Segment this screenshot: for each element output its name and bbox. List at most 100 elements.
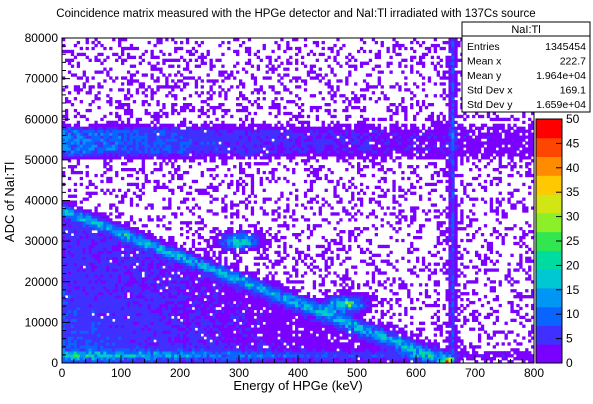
density-cell <box>247 274 252 278</box>
density-cell <box>230 318 234 322</box>
density-cell <box>118 274 122 278</box>
density-cell <box>100 268 104 272</box>
density-cell <box>121 286 125 290</box>
density-cell <box>177 173 181 178</box>
density-cell <box>106 318 110 322</box>
density-cell <box>215 126 219 130</box>
density-cell <box>262 188 266 192</box>
density-cell <box>241 185 246 190</box>
density-cell <box>150 268 154 272</box>
density-cell <box>230 315 234 320</box>
density-cell <box>112 238 116 243</box>
density-cell <box>109 277 113 281</box>
density-cell <box>188 357 193 361</box>
density-cell <box>218 327 222 331</box>
density-cell <box>62 43 66 48</box>
density-cell <box>94 120 98 125</box>
density-cell <box>182 306 187 311</box>
density-cell <box>64 345 69 349</box>
density-cell <box>126 138 131 142</box>
density-cell <box>67 271 72 275</box>
density-cell <box>97 327 101 331</box>
density-cell <box>180 200 184 204</box>
density-cell <box>244 333 249 337</box>
density-cell <box>159 168 163 172</box>
density-cell <box>265 126 269 130</box>
density-cell <box>64 256 69 260</box>
density-cell <box>244 286 249 290</box>
density-cell <box>162 345 166 349</box>
density-cell <box>174 292 178 296</box>
density-cell <box>185 321 190 325</box>
density-cell <box>188 339 193 343</box>
density-cell <box>132 336 137 340</box>
density-cell <box>115 271 119 275</box>
density-cell <box>218 182 222 187</box>
density-cell <box>67 150 72 154</box>
density-cell <box>262 336 266 340</box>
density-cell <box>274 280 278 284</box>
density-cell <box>88 233 92 237</box>
density-cell <box>191 256 196 260</box>
density-cell <box>194 40 199 45</box>
density-cell <box>197 114 201 119</box>
density-cell <box>76 215 81 219</box>
density-cell <box>209 168 213 172</box>
density-cell <box>268 123 272 127</box>
density-cell <box>141 354 145 358</box>
density-cell <box>91 292 95 296</box>
density-cell <box>88 144 92 148</box>
density-cell <box>262 342 266 346</box>
density-cell <box>85 300 89 305</box>
density-cell <box>268 321 272 325</box>
density-cell <box>194 351 199 355</box>
density-cell <box>88 345 92 349</box>
density-cell <box>203 55 207 60</box>
density-cell <box>262 283 266 287</box>
density-cell <box>265 274 269 278</box>
density-cell <box>73 238 78 243</box>
density-cell <box>67 300 72 305</box>
density-cell <box>73 156 78 160</box>
density-cell <box>206 241 210 246</box>
density-cell <box>132 354 137 358</box>
density-cell <box>135 312 140 317</box>
density-cell <box>268 76 272 80</box>
density-cell <box>250 283 255 287</box>
density-cell <box>115 150 119 154</box>
density-cell <box>174 108 178 113</box>
density-cell <box>241 233 246 237</box>
density-cell <box>147 321 151 325</box>
density-cell <box>118 114 122 119</box>
density-cell <box>182 82 187 86</box>
density-cell <box>256 277 260 281</box>
density-cell <box>209 351 213 355</box>
density-cell <box>135 289 140 293</box>
density-cell <box>236 357 240 361</box>
density-cell <box>224 289 228 293</box>
density-cell <box>191 315 196 320</box>
density-cell <box>171 339 175 343</box>
density-cell <box>121 318 125 322</box>
density-cell <box>82 114 86 119</box>
density-cell <box>188 265 193 269</box>
density-cell <box>159 250 163 255</box>
density-cell <box>62 289 66 293</box>
density-cell <box>277 295 281 299</box>
density-cell <box>135 123 140 127</box>
density-cell <box>171 173 175 178</box>
density-cell <box>168 153 172 157</box>
density-cell <box>236 156 240 160</box>
density-cell <box>221 129 225 133</box>
density-cell <box>188 336 193 340</box>
density-cell <box>126 82 131 86</box>
density-cell <box>239 303 243 308</box>
density-cell <box>177 147 181 151</box>
density-cell <box>144 348 148 352</box>
density-cell <box>185 235 190 240</box>
density-cell <box>265 333 269 337</box>
density-cell <box>177 298 181 302</box>
density-cell <box>194 138 199 142</box>
density-cell <box>165 327 169 331</box>
density-cell <box>253 52 258 57</box>
